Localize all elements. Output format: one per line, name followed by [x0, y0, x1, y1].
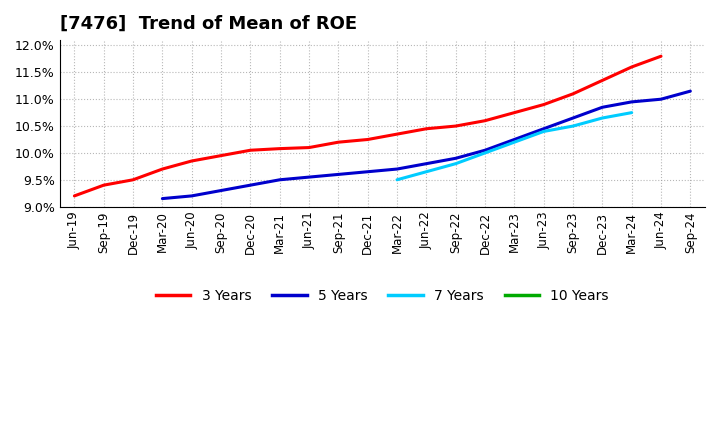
3 Years: [275, 146, 284, 151]
5 Years: [539, 126, 548, 132]
Text: [7476]  Trend of Mean of ROE: [7476] Trend of Mean of ROE: [60, 15, 357, 33]
3 Years: [451, 124, 460, 129]
3 Years: [569, 91, 577, 96]
7 Years: [422, 169, 431, 174]
3 Years: [187, 158, 196, 164]
7 Years: [539, 129, 548, 134]
3 Years: [657, 54, 665, 59]
3 Years: [217, 153, 225, 158]
5 Years: [364, 169, 372, 174]
3 Years: [481, 118, 490, 123]
Line: 7 Years: 7 Years: [397, 113, 631, 180]
5 Years: [569, 115, 577, 121]
7 Years: [451, 161, 460, 166]
7 Years: [510, 139, 518, 145]
3 Years: [627, 64, 636, 70]
3 Years: [539, 102, 548, 107]
5 Years: [305, 175, 313, 180]
3 Years: [598, 78, 607, 83]
5 Years: [686, 88, 695, 94]
5 Years: [422, 161, 431, 166]
5 Years: [158, 196, 167, 201]
3 Years: [334, 139, 343, 145]
5 Years: [510, 137, 518, 142]
Line: 3 Years: 3 Years: [74, 56, 661, 196]
3 Years: [129, 177, 138, 183]
5 Years: [598, 105, 607, 110]
3 Years: [422, 126, 431, 132]
3 Years: [510, 110, 518, 115]
3 Years: [158, 166, 167, 172]
3 Years: [246, 147, 255, 153]
Legend: 3 Years, 5 Years, 7 Years, 10 Years: 3 Years, 5 Years, 7 Years, 10 Years: [150, 283, 615, 308]
7 Years: [392, 177, 401, 183]
3 Years: [392, 132, 401, 137]
5 Years: [217, 188, 225, 193]
7 Years: [481, 150, 490, 156]
5 Years: [392, 166, 401, 172]
5 Years: [275, 177, 284, 183]
3 Years: [70, 193, 78, 198]
Line: 5 Years: 5 Years: [163, 91, 690, 198]
3 Years: [364, 137, 372, 142]
5 Years: [657, 96, 665, 102]
7 Years: [627, 110, 636, 115]
7 Years: [569, 124, 577, 129]
7 Years: [598, 115, 607, 121]
5 Years: [334, 172, 343, 177]
5 Years: [481, 147, 490, 153]
3 Years: [305, 145, 313, 150]
5 Years: [627, 99, 636, 105]
5 Years: [246, 183, 255, 188]
3 Years: [99, 183, 108, 188]
5 Years: [451, 156, 460, 161]
5 Years: [187, 193, 196, 198]
